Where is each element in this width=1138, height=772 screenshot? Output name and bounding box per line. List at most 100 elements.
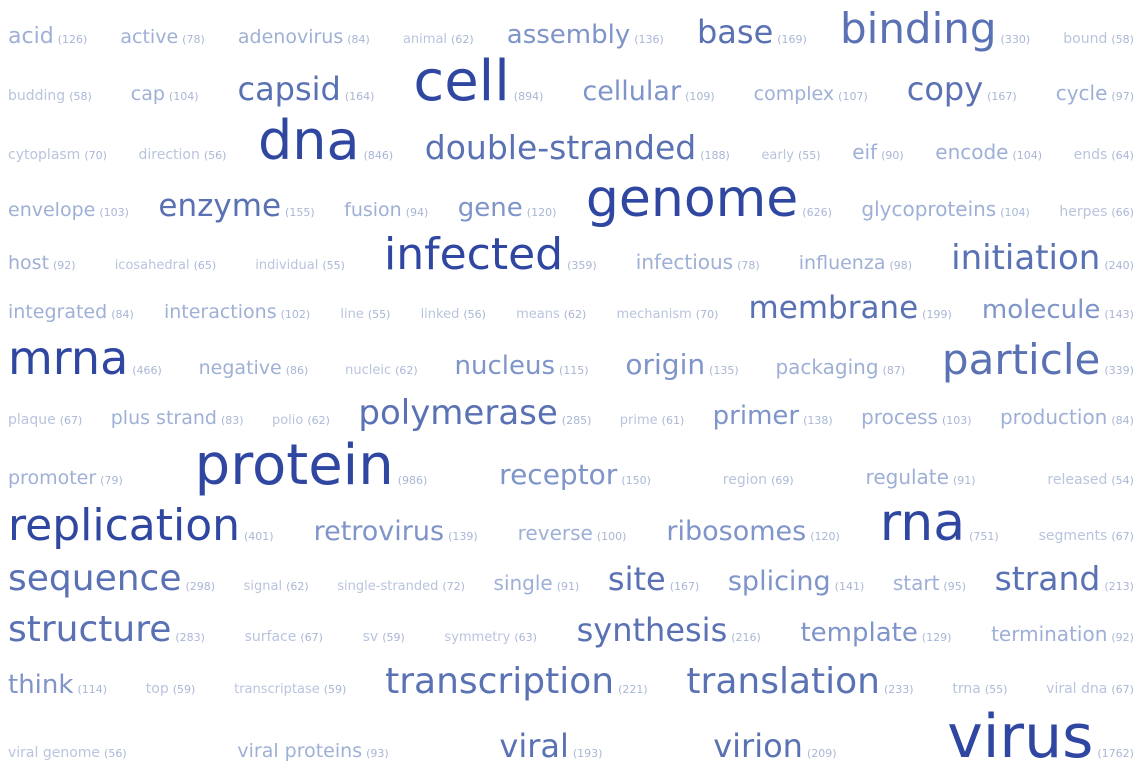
cloud-term: transcriptase — [234, 682, 320, 698]
cloud-word: icosahedral (65) — [115, 259, 216, 272]
cloud-count: (67) — [300, 631, 323, 645]
cloud-count: (169) — [777, 32, 807, 46]
cloud-term: viral proteins — [237, 739, 363, 762]
cloud-word: viral dna (67) — [1046, 682, 1134, 696]
cloud-term: prime — [619, 413, 658, 429]
cloud-term: base — [696, 12, 774, 51]
cloud-word: animal (62) — [403, 33, 474, 46]
cloud-term: envelope — [8, 199, 96, 222]
cloud-count: (216) — [731, 631, 761, 645]
cloud-word: gene (120) — [458, 195, 557, 221]
cloud-count: (58) — [69, 90, 92, 104]
cloud-term: host — [8, 251, 50, 274]
cloud-count: (58) — [1111, 32, 1134, 46]
cloud-row: host (92) icosahedral (65) individual (55) inf… — [8, 232, 1134, 277]
cloud-word: process (103) — [861, 407, 971, 427]
cloud-term: linked — [420, 306, 460, 322]
cloud-term: termination — [991, 622, 1108, 647]
cloud-word: region (69) — [723, 473, 794, 487]
cloud-word: start (95) — [893, 573, 966, 593]
cloud-count: (466) — [132, 364, 162, 378]
cloud-word: linked (56) — [421, 308, 486, 321]
cloud-word: viral (193) — [499, 730, 602, 762]
cloud-word: sequence (298) — [8, 561, 215, 597]
cloud-count: (114) — [77, 683, 108, 697]
cloud-term: individual — [255, 257, 319, 273]
cloud-count: (129) — [921, 631, 952, 645]
cloud-word: protein (986) — [195, 438, 428, 494]
cloud-word: cytoplasm (70) — [8, 148, 107, 162]
cloud-count: (102) — [280, 307, 311, 321]
cloud-word: splicing (141) — [728, 568, 864, 595]
cloud-term: early — [761, 147, 795, 163]
cloud-term: trna — [952, 681, 981, 698]
cloud-count: (90) — [881, 148, 904, 162]
cloud-word: integrated (84) — [8, 302, 134, 322]
cloud-term: mrna — [8, 331, 129, 386]
cloud-count: (56) — [463, 307, 486, 321]
cloud-count: (141) — [834, 580, 865, 594]
cloud-term: site — [607, 560, 666, 599]
cloud-count: (107) — [838, 90, 868, 104]
cloud-count: (894) — [513, 90, 544, 104]
cloud-count: (62) — [395, 364, 418, 378]
cloud-row: integrated (84) interactions (102) line (55) l… — [8, 292, 1134, 324]
cloud-term: origin — [625, 348, 706, 382]
cloud-count: (167) — [987, 90, 1017, 104]
cloud-count: (150) — [621, 474, 651, 488]
cloud-count: (62) — [451, 32, 474, 46]
cloud-count: (64) — [1111, 148, 1134, 162]
cloud-term: herpes — [1059, 204, 1108, 221]
cloud-count: (87) — [882, 364, 906, 378]
cloud-term: active — [120, 25, 179, 48]
cloud-count: (95) — [943, 580, 967, 594]
cloud-word: capsid (164) — [237, 73, 374, 105]
cloud-count: (79) — [100, 474, 123, 488]
cloud-word: cell (894) — [413, 54, 543, 110]
cloud-count: (56) — [203, 148, 227, 162]
cloud-term: enzyme — [158, 188, 282, 225]
cloud-count: (59) — [382, 631, 405, 645]
cloud-term: start — [892, 571, 940, 596]
cloud-count: (103) — [99, 206, 129, 220]
cloud-count: (84) — [347, 32, 370, 46]
cloud-term: gene — [457, 193, 523, 224]
cloud-count: (751) — [969, 530, 999, 544]
cloud-term: single — [493, 571, 553, 596]
cloud-row: viral genome (56) viral proteins (93) viral(… — [8, 707, 1134, 767]
cloud-term: splicing — [727, 566, 831, 598]
cloud-term: animal — [402, 31, 448, 47]
cloud-count: (298) — [185, 580, 216, 594]
cloud-count: (120) — [810, 530, 840, 544]
cloud-term: replication — [8, 500, 241, 552]
cloud-term: cell — [413, 49, 510, 115]
cloud-term: direction — [138, 146, 200, 163]
cloud-row: acid (126) active (78) adenovirus (84) animal(… — [8, 7, 1134, 51]
cloud-word: think (114) — [8, 672, 107, 698]
cloud-term: double-stranded — [424, 127, 697, 167]
cloud-count: (69) — [771, 474, 794, 488]
cloud-count: (55) — [798, 148, 821, 162]
cloud-word: interactions (102) — [164, 302, 311, 322]
cloud-count: (100) — [596, 530, 627, 544]
cloud-word: ribosomes (120) — [666, 518, 839, 545]
cloud-word: cellular (109) — [582, 78, 714, 105]
cloud-term: receptor — [499, 458, 618, 492]
cloud-term: packaging — [775, 355, 879, 380]
cloud-count: (92) — [53, 258, 76, 272]
cloud-term: retrovirus — [313, 516, 445, 548]
cloud-term: signal — [243, 579, 283, 595]
cloud-word: binding (330) — [840, 7, 1030, 50]
cloud-term: surface — [244, 629, 297, 646]
cloud-term: reverse — [517, 521, 593, 546]
cloud-word: eif (90) — [852, 142, 904, 162]
cloud-term: nucleic — [345, 363, 392, 379]
cloud-term: synthesis — [576, 611, 728, 650]
cloud-word: synthesis (216) — [577, 614, 761, 646]
cloud-term: virus — [947, 701, 1094, 772]
cloud-count: (136) — [634, 32, 664, 46]
cloud-count: (78) — [182, 32, 205, 46]
cloud-count: (240) — [1104, 258, 1134, 272]
cloud-row: budding (58) cap (104) capsid (164) cell (894) c… — [8, 54, 1134, 110]
cloud-row: promoter (79) protein (986) receptor (150) reg… — [8, 438, 1134, 494]
